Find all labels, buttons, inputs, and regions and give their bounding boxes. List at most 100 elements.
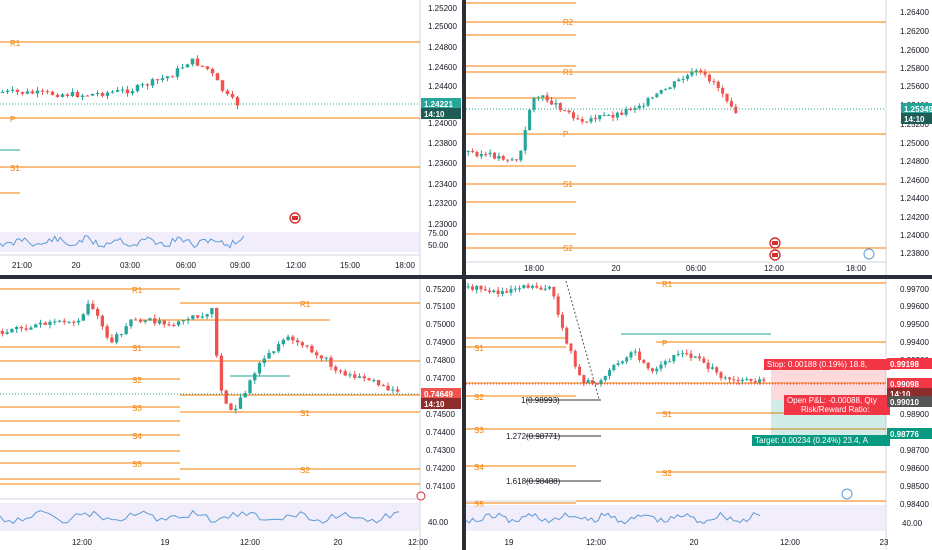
candle-body	[620, 112, 624, 115]
price-axis-tick: 1.24600	[900, 176, 929, 185]
chart-canvas[interactable]: R1 P S1 1.25200 1.25000 1.24800 1.24600 1.24400…	[0, 0, 462, 275]
entry-price-badge-bg	[887, 396, 932, 407]
candle-body	[234, 408, 238, 411]
fib-label: 1.618(0.98488)	[506, 477, 561, 486]
candle-body	[650, 368, 654, 372]
candle-body	[707, 74, 712, 82]
candle-body	[650, 97, 654, 99]
time-axis-label: 18:00	[524, 264, 545, 273]
candle-body	[225, 90, 230, 94]
candle-body	[195, 58, 200, 66]
candle-body	[334, 366, 338, 371]
candle-body	[578, 366, 582, 376]
flag-icon[interactable]	[416, 491, 426, 501]
chart-panel-usdchf-bottom-right[interactable]: R1 S1 P S2 S1 S3 S4 S2 S5 1(0.98993) 1.272(0.98771…	[466, 279, 932, 550]
candle-body	[110, 337, 114, 343]
countdown-badge-bg	[887, 388, 932, 399]
candle-body	[353, 374, 357, 378]
price-axis-tick: 0.98700	[900, 446, 929, 455]
chart-panel-gbpusd-top-left[interactable]: R1 P S1 1.25200 1.25000 1.24800 1.24600 1.24400…	[0, 0, 462, 275]
candle-body	[172, 325, 176, 327]
price-axis-tick: 0.75200	[426, 285, 455, 294]
rsi-band	[466, 505, 886, 531]
candle-body	[5, 90, 10, 92]
compare-icon[interactable]	[841, 488, 853, 500]
candle-body	[243, 393, 247, 398]
candle-body	[466, 286, 470, 288]
candle-body	[646, 98, 650, 106]
candle-body	[15, 327, 19, 330]
rsi-tick: 40.00	[428, 518, 449, 527]
chart-canvas[interactable]: R2 R1 P S1 S2 1.26400 1.26200 1.26000 1.25800 1.2…	[466, 0, 932, 275]
price-axis-tick: 1.24000	[428, 119, 457, 128]
stop-zone[interactable]	[771, 365, 886, 400]
candle-body	[629, 352, 633, 358]
candle-body	[689, 353, 693, 358]
candle-body	[80, 95, 85, 98]
candle-body	[150, 79, 155, 86]
candle-body	[576, 118, 580, 120]
fib-label: 1(0.98993)	[521, 396, 560, 405]
candle-body	[195, 315, 200, 318]
price-axis-tick: 1.24800	[900, 157, 929, 166]
candle-body	[550, 100, 554, 105]
candle-body	[676, 354, 680, 356]
candle-body	[492, 152, 497, 159]
candle-body	[253, 373, 257, 381]
layout-divider-horizontal[interactable]	[0, 275, 932, 279]
candle-body	[180, 67, 185, 69]
compare-icon[interactable]	[863, 248, 875, 260]
chart-panel-gbpusd-top-right[interactable]: R2 R1 P S1 S2 1.26400 1.26200 1.26000 1.25800 1.2…	[466, 0, 932, 275]
candle-body	[381, 385, 385, 387]
rsi-band	[0, 503, 420, 531]
chart-canvas[interactable]: R1 S1 P S2 S1 S3 S4 S2 S5 1(0.98993) 1.272(0.98771…	[466, 279, 932, 550]
candle-body	[395, 389, 400, 392]
candle-body	[582, 375, 586, 383]
price-axis-tick: 0.75100	[426, 302, 455, 311]
candle-body	[488, 290, 492, 293]
candle-body	[50, 91, 55, 95]
candle-body	[522, 285, 526, 289]
candle-body	[470, 286, 474, 290]
pivot-label: S2	[300, 466, 310, 475]
price-axis-tick: 0.75000	[426, 320, 455, 329]
candle-body	[514, 159, 518, 161]
candle-body	[509, 289, 513, 293]
candle-body	[145, 84, 150, 86]
price-axis-tick: 1.23800	[900, 249, 929, 258]
pivot-label: S4	[132, 432, 142, 441]
chart-panel-audusd-bottom-left[interactable]: R1 R1 S1 S2 S3 S1 S4 S2 S5 0.75200 0.75100 0.75000 0…	[0, 279, 462, 550]
trend-line[interactable]	[565, 280, 600, 400]
price-axis-tick: 0.98600	[900, 464, 929, 473]
candle-body	[590, 380, 594, 384]
candle-body	[105, 326, 109, 338]
candle-body	[176, 321, 181, 326]
candle-body	[286, 336, 290, 340]
candle-body	[729, 101, 733, 107]
price-axis-tick: 1.25200	[900, 120, 929, 129]
candle-body	[659, 90, 663, 94]
candle-body	[210, 68, 215, 74]
candle-body	[40, 90, 45, 92]
candle-body	[175, 68, 180, 77]
candle-body	[466, 150, 470, 152]
entry-price-badge: 0.99010	[890, 398, 919, 407]
pivot-label: P	[662, 339, 667, 348]
price-badge: 0.74649	[424, 390, 453, 399]
candle-body	[143, 320, 147, 322]
candle-body	[690, 71, 694, 76]
candle-body	[677, 79, 681, 82]
candle-body	[48, 321, 52, 325]
chart-canvas[interactable]: R1 R1 S1 S2 S3 S1 S4 S2 S5 0.75200 0.75100 0.75000 0…	[0, 279, 462, 550]
candle-body	[598, 115, 602, 120]
candle-body	[10, 89, 15, 91]
candle-body	[376, 380, 381, 386]
candle-body	[235, 97, 240, 106]
target-price-badge-bg	[887, 428, 932, 439]
candle-body	[155, 79, 160, 81]
candle-body	[518, 288, 522, 290]
candle-body	[272, 351, 276, 353]
candle-body	[694, 70, 698, 72]
candle-body	[728, 377, 732, 380]
stop-label: Stop: 0.00188 (0.19%) 18.8,	[767, 360, 867, 369]
